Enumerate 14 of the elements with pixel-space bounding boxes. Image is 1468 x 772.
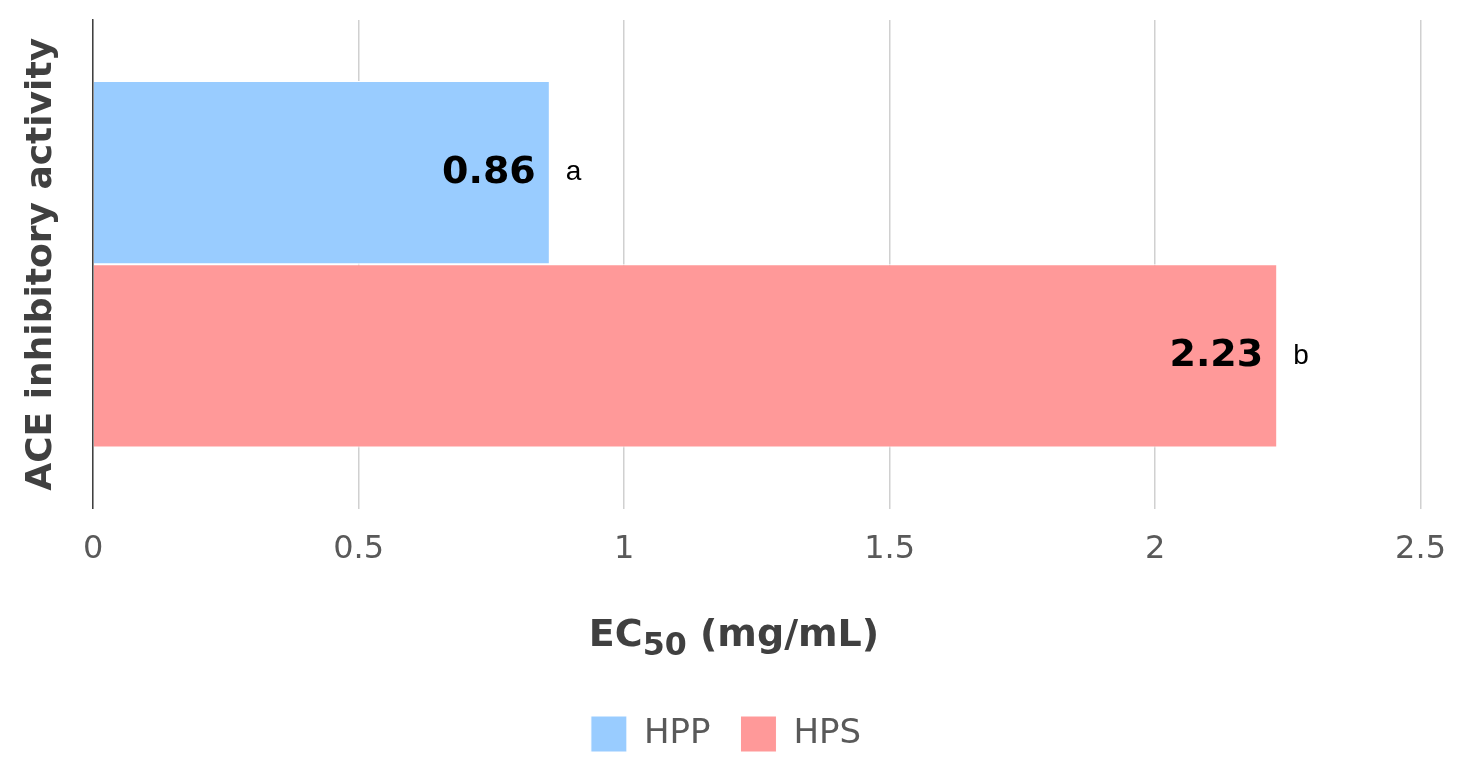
x-tick-label: 0.5 bbox=[333, 528, 385, 567]
x-axis-title: EC$_{50}$ (mg/mL) bbox=[587, 611, 881, 662]
x-tick-label: 0 bbox=[83, 528, 104, 567]
x-tick-label: 1 bbox=[613, 528, 635, 567]
legend-label: HPS bbox=[793, 710, 862, 751]
legend-label: HPP bbox=[643, 710, 711, 751]
data-label: 0.86 bbox=[442, 147, 536, 192]
annotation: b bbox=[1293, 338, 1309, 370]
data-label: 2.23 bbox=[1169, 330, 1264, 375]
x-tick-label: 1.5 bbox=[864, 528, 916, 567]
x-tick-label: 2 bbox=[1144, 528, 1166, 567]
x-tick-label: 2.5 bbox=[1395, 528, 1446, 567]
y-axis-title: ACE inhibitory activity bbox=[17, 37, 59, 491]
annotation: a bbox=[565, 155, 582, 187]
